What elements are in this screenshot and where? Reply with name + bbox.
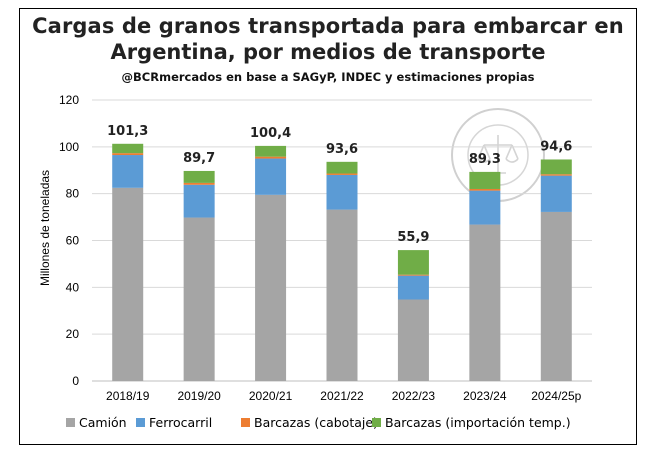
- bar-segment: [112, 153, 144, 156]
- y-tick-label: 120: [59, 93, 79, 107]
- bar-total-label: 93,6: [326, 142, 358, 157]
- bar-segment: [326, 161, 358, 174]
- chart-title-line2: Argentina, por medios de transporte: [110, 40, 546, 64]
- bar-total-label: 94,6: [540, 139, 572, 154]
- bar-segment: [112, 187, 144, 381]
- legend-label: Camión: [79, 415, 127, 430]
- x-tick-label: 2018/19: [106, 389, 150, 403]
- x-tick-label: 2019/20: [177, 389, 221, 403]
- bar-segment: [469, 171, 501, 189]
- legend-label: Barcazas (importación temp.): [385, 415, 571, 430]
- y-tick-label: 20: [66, 327, 80, 341]
- legend-label: Ferrocarril: [149, 415, 212, 430]
- legend-swatch: [372, 418, 381, 427]
- bar-segment: [255, 145, 287, 157]
- legend-swatch: [241, 418, 250, 427]
- bar-total-label: 100,4: [250, 126, 291, 141]
- bar-segment: [540, 159, 572, 175]
- bar-segment: [469, 188, 501, 191]
- bar-segment: [183, 182, 215, 185]
- y-tick-label: 60: [66, 234, 80, 248]
- bar-segment: [255, 156, 287, 159]
- x-tick-label: 2024/25p: [531, 389, 581, 403]
- bar-segment: [255, 194, 287, 381]
- x-tick-label: 2022/23: [392, 389, 436, 403]
- bar-segment: [469, 190, 501, 225]
- bar-segment: [183, 170, 215, 183]
- bar-segment: [397, 250, 429, 275]
- bar-total-label: 89,3: [469, 152, 501, 167]
- chart-title-line1: Cargas de granos transportada para embar…: [32, 14, 624, 38]
- bar-segment: [183, 217, 215, 381]
- bar-total-label: 89,7: [183, 151, 215, 166]
- bar-segment: [540, 211, 572, 381]
- bar-segment: [183, 184, 215, 218]
- y-tick-label: 100: [59, 140, 79, 154]
- bar-segment: [326, 209, 358, 381]
- bar-total-label: 101,3: [107, 124, 148, 139]
- x-tick-label: 2021/22: [320, 389, 364, 403]
- legend-label: Barcazas (cabotaje): [254, 415, 378, 430]
- bar-total-label: 55,9: [397, 230, 429, 245]
- bar-segment: [397, 275, 429, 300]
- x-tick-label: 2020/21: [249, 389, 293, 403]
- legend-swatch: [136, 418, 145, 427]
- x-tick-label: 2023/24: [463, 389, 507, 403]
- bar-segment: [326, 173, 358, 175]
- y-axis-label: Millones de toneladas: [38, 170, 52, 286]
- bar-segment: [112, 155, 144, 188]
- bar-segment: [397, 274, 429, 276]
- y-tick-label: 0: [72, 374, 79, 388]
- chart-subtitle: @BCRmercados en base a SAGyP, INDEC y es…: [121, 70, 535, 84]
- y-tick-label: 40: [66, 280, 80, 294]
- y-tick-label: 80: [66, 187, 80, 201]
- bar-segment: [326, 174, 358, 210]
- legend-swatch: [66, 418, 75, 427]
- bar-segment: [397, 299, 429, 381]
- bar-segment: [112, 143, 144, 154]
- bar-segment: [540, 174, 572, 176]
- bar-segment: [469, 224, 501, 381]
- bar-segment: [255, 158, 287, 195]
- bar-segment: [540, 175, 572, 212]
